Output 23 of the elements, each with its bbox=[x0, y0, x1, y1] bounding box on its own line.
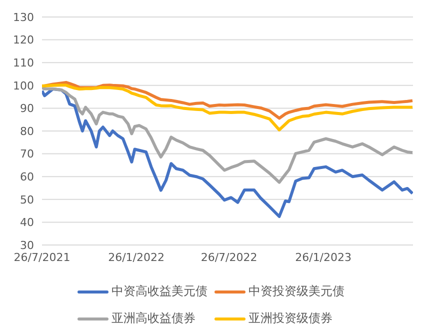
y-tick-label: 70 bbox=[20, 148, 34, 161]
y-tick-label: 120 bbox=[13, 34, 34, 47]
x-tick-label: 26/1/2023 bbox=[295, 250, 352, 264]
legend-label: 中资高收益美元债 bbox=[112, 283, 208, 300]
legend-label: 亚洲高收益债券 bbox=[112, 310, 196, 327]
line-series bbox=[42, 80, 413, 120]
y-tick-label: 100 bbox=[13, 79, 34, 92]
y-tick-label: 60 bbox=[20, 170, 34, 184]
y-tick-label: 130 bbox=[13, 10, 34, 24]
x-tick-label: 26/7/2021 bbox=[14, 250, 70, 264]
line-series bbox=[42, 86, 413, 184]
line-series bbox=[42, 88, 413, 218]
y-tick-label: 80 bbox=[20, 124, 34, 138]
x-tick-label: 26/1/2022 bbox=[108, 250, 164, 264]
legend-label: 中资投资级美元债 bbox=[248, 283, 344, 300]
y-tick-label: 40 bbox=[20, 216, 34, 230]
legend-label: 亚洲投资级债券 bbox=[248, 310, 332, 327]
y-tick-label: 50 bbox=[20, 193, 34, 206]
y-tick-label: 90 bbox=[20, 102, 34, 116]
line-series bbox=[42, 84, 413, 132]
y-tick-label: 110 bbox=[13, 56, 34, 70]
y-tick-label: 30 bbox=[20, 238, 34, 252]
x-tick-label: 26/7/2022 bbox=[200, 250, 258, 264]
